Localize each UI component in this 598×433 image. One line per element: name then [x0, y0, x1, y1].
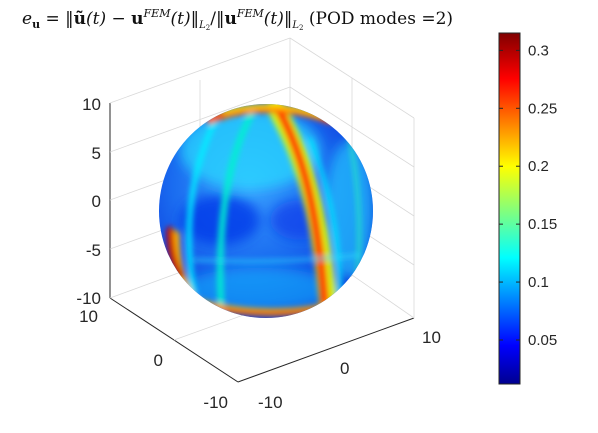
title-u-den: u: [224, 9, 236, 29]
title-eq: =: [40, 9, 65, 29]
z-tick-label: -5: [86, 241, 101, 260]
title-minus: −: [106, 9, 131, 29]
title-pod: (POD modes =2): [303, 9, 453, 29]
chart-title: eu = ‖ũ(t) − uFEM(t)‖L2/‖uFEM(t)‖L2 (POD…: [22, 7, 453, 32]
y-tick-label: 0: [340, 359, 349, 378]
title-fem-sup-2: FEM: [236, 7, 265, 20]
z-tick-label: 5: [92, 144, 101, 163]
x-tick-label: 0: [154, 351, 163, 370]
colorbar-gradient: [498, 32, 521, 385]
title-norm-sub2-1: 2: [206, 24, 210, 32]
title-norm-open: ‖: [65, 9, 74, 29]
y-tick-label: 10: [422, 328, 441, 347]
title-t-arg-2: (t): [170, 9, 190, 29]
title-fem-sup-1: FEM: [143, 7, 172, 20]
title-norm-sub2-2: 2: [299, 24, 303, 32]
colorbar-ticks: 0.3 0.25 0.2 0.15 0.1 0.05: [499, 42, 557, 349]
x-axis-ticks: 10 0 -10: [79, 307, 228, 412]
x-tick-label: 10: [79, 307, 98, 326]
colorbar-tick-label: 0.05: [528, 332, 557, 349]
title-norm-sub-1: L: [198, 20, 206, 31]
title-den-open: ‖: [216, 9, 225, 29]
colorbar-tick-label: 0.3: [528, 42, 549, 59]
colorbar-tick-label: 0.2: [528, 158, 549, 175]
colorbar-tick-label: 0.1: [528, 274, 549, 291]
z-tick-label: -10: [76, 289, 101, 308]
title-lhs: e: [22, 9, 32, 29]
title-den-close: ‖: [284, 9, 293, 29]
y-axis-ticks: -10 0 10: [258, 328, 441, 412]
colorbar-tick-label: 0.25: [528, 100, 557, 117]
title-t-arg-3: (t): [264, 9, 284, 29]
z-tick-label: 10: [82, 95, 101, 114]
title-slash: /: [210, 9, 216, 29]
z-axis-ticks: 10 5 0 -5 -10: [76, 95, 101, 308]
colorbar: 0.3 0.25 0.2 0.15 0.1 0.05: [498, 32, 557, 385]
title-t-arg-1: (t): [86, 9, 106, 29]
title-norm-sub-2: L: [291, 20, 299, 31]
z-tick-label: 0: [92, 192, 101, 211]
x-tick-label: -10: [203, 393, 228, 412]
title-u-tilde: ũ: [74, 9, 86, 29]
title-u-fem: u: [131, 9, 143, 29]
y-axis-line: [237, 317, 415, 383]
sphere-surface: [159, 104, 373, 318]
y-tick-label: -10: [258, 393, 283, 412]
title-norm-close: ‖: [191, 9, 200, 29]
title-lhs-sub: u: [32, 18, 40, 31]
colorbar-tick-label: 0.15: [528, 216, 557, 233]
